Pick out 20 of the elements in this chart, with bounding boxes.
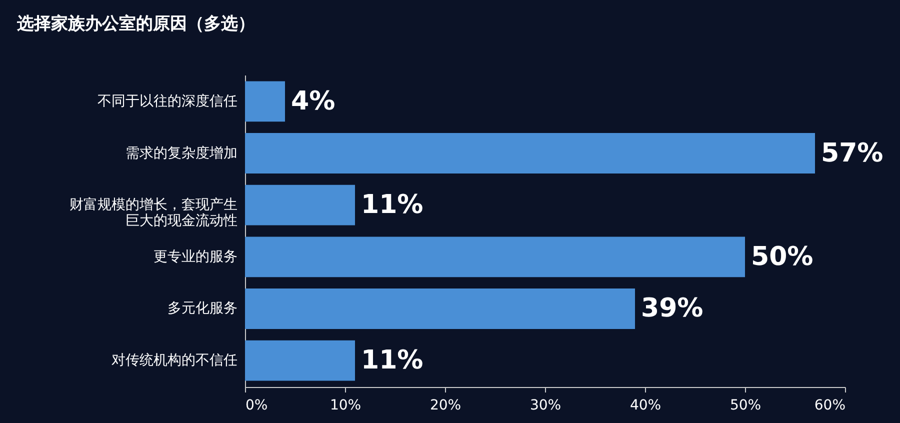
x-tick-label: 0%: [246, 398, 268, 414]
data-label: 11%: [361, 346, 424, 376]
data-label: 4%: [291, 86, 336, 116]
y-tick-label: 需求的复杂度增加: [126, 145, 238, 162]
data-label: 50%: [751, 242, 814, 272]
data-label: 11%: [361, 190, 424, 220]
x-tick-label: 20%: [430, 398, 462, 414]
y-tick-label: 财富规模的增长，套现产生巨大的现金流动性: [70, 197, 238, 230]
x-tick-label: 50%: [730, 398, 762, 414]
y-tick-label: 更专业的服务: [154, 248, 238, 265]
data-label: 57%: [821, 138, 884, 168]
y-tick-label: 不同于以往的深度信任: [98, 93, 238, 110]
y-tick-label: 多元化服务: [168, 300, 238, 317]
data-label: 39%: [641, 294, 704, 324]
x-tick-label: 30%: [530, 398, 562, 414]
chart-title: 选择家族办公室的原因（多选）: [16, 14, 255, 34]
x-tick-label: 10%: [330, 398, 362, 414]
x-tick-label: 40%: [630, 398, 662, 414]
x-tick-label: 60%: [814, 398, 846, 414]
y-tick-label: 对传统机构的不信任: [112, 352, 238, 369]
